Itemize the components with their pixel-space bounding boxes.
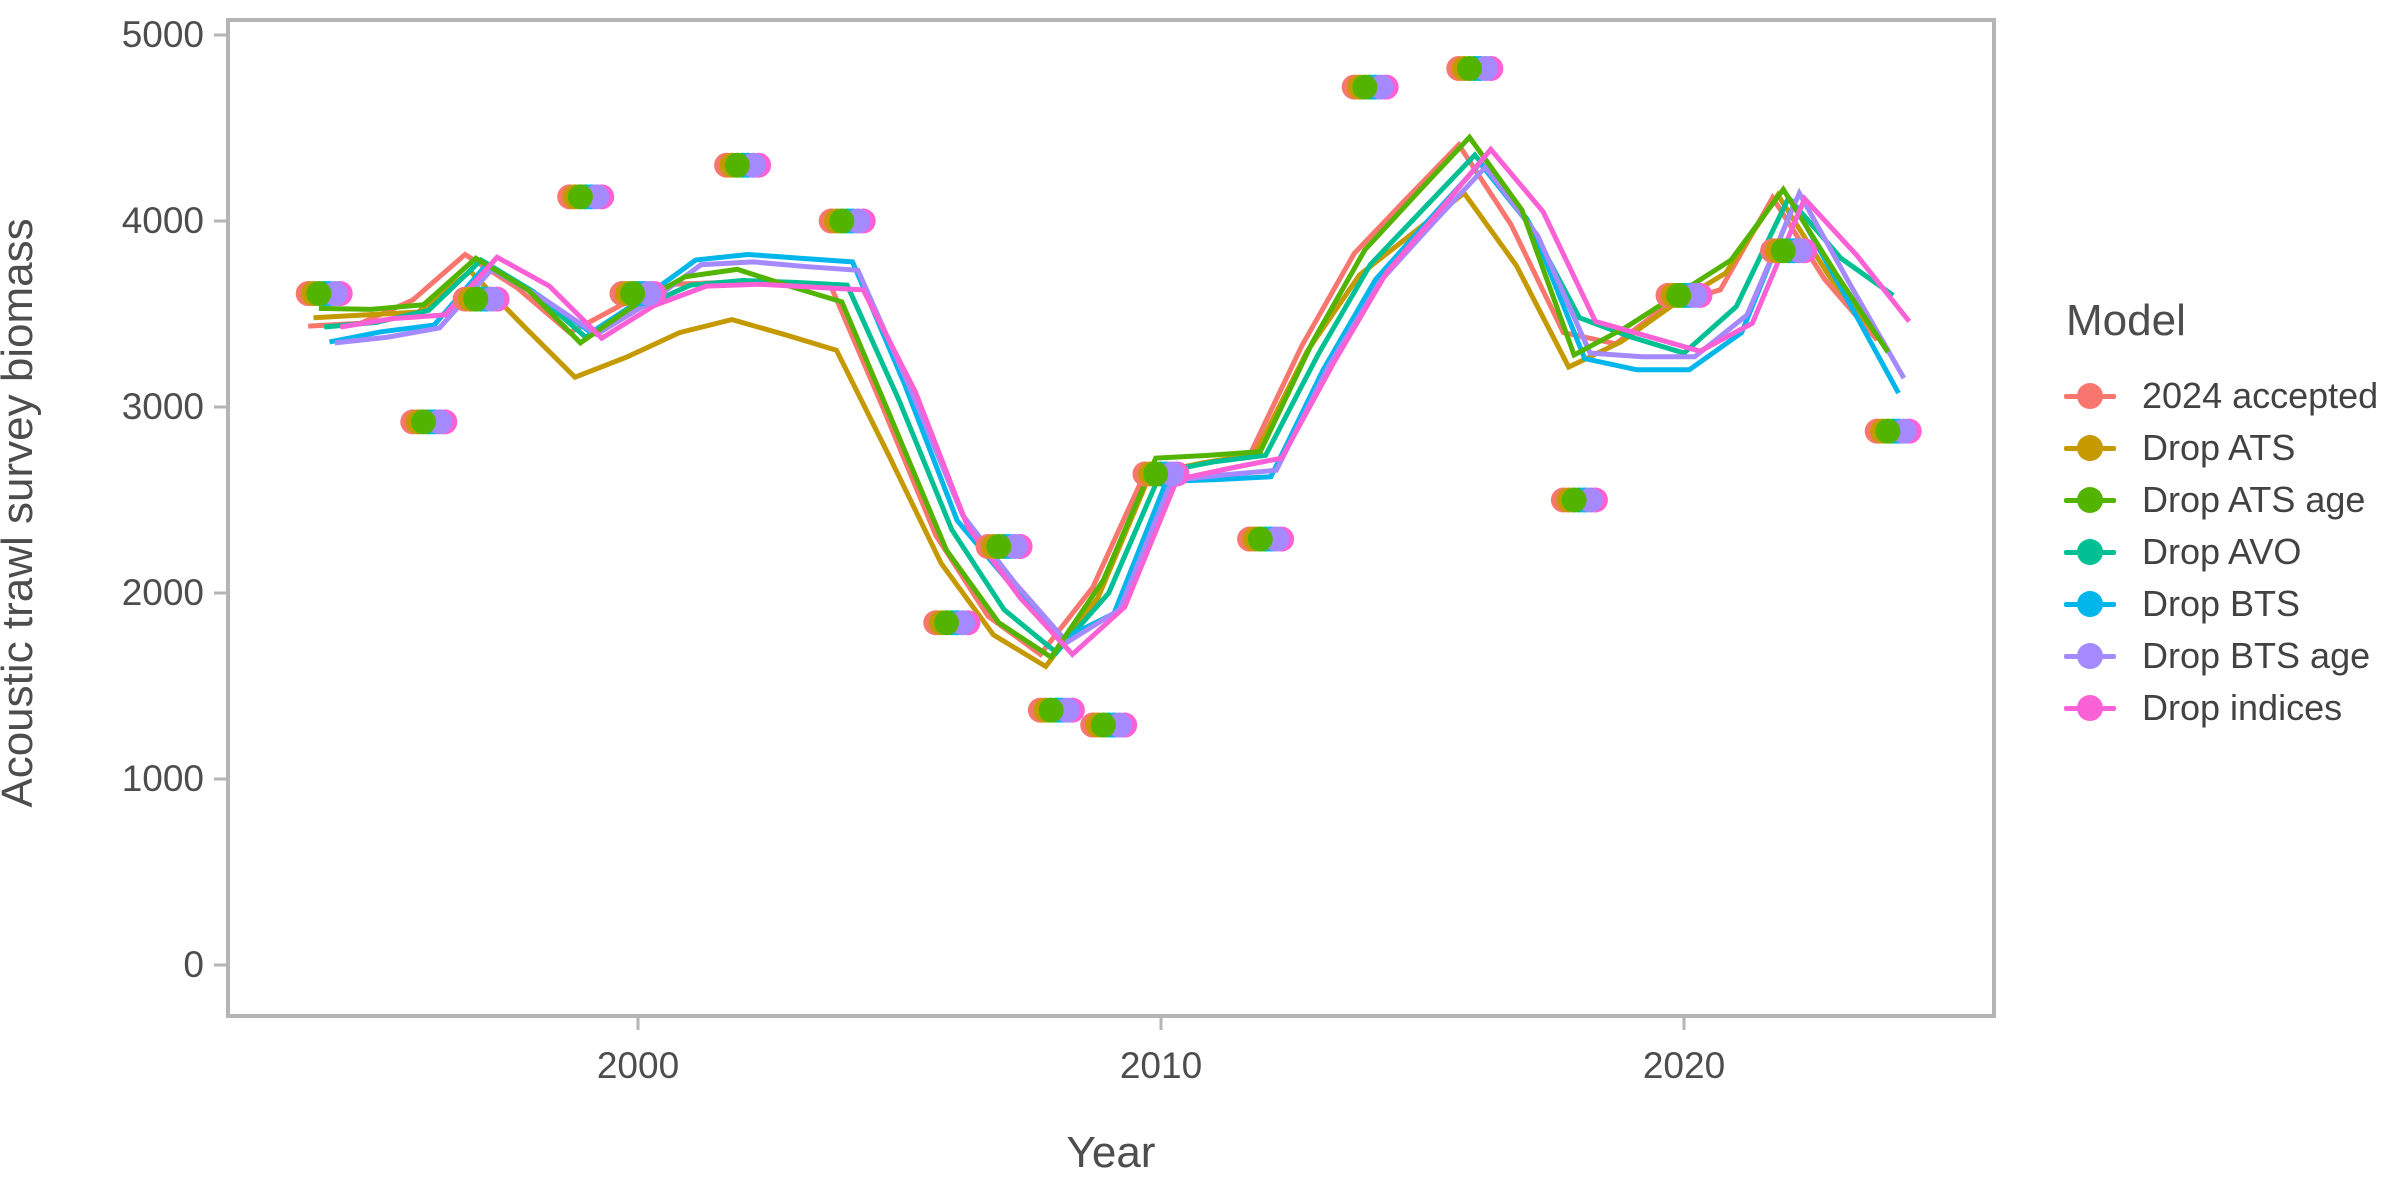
legend-item-label: Drop ATS age [2142,479,2366,520]
survey-point-2016-drop-ats-age [1457,55,1482,81]
survey-point-2007-drop-ats-age [986,534,1012,559]
series-line-drop-ats-age [318,133,1890,661]
series-line-2024-accepted [308,140,1880,658]
survey-point-1994-drop-ats-age [306,281,332,307]
legend-item-label: Drop BTS [2142,583,2301,624]
survey-point-1999-drop-ats-age [567,184,593,210]
legend-key-icon [2064,641,2116,671]
legend-item-drop-ats-age: Drop ATS age [2064,474,2378,526]
survey-point-2000-drop-ats-age [620,281,646,307]
legend-key-icon [2064,381,2116,411]
x-axis-tick-label: 2000 [597,1045,679,1086]
legend-item-label: Drop indices [2142,687,2343,728]
legend-item-drop-bts-age: Drop BTS age [2064,630,2378,682]
survey-point-1996-drop-ats-age [411,409,436,435]
survey-point-2018-drop-ats-age [1561,487,1587,513]
legend-item-label: Drop BTS age [2142,635,2371,676]
legend-key-icon [2064,433,2116,463]
legend-item-label: Drop ATS [2142,427,2296,468]
x-axis-tick-label: 2010 [1120,1045,1202,1086]
survey-point-2024-drop-ats-age [1875,418,1901,444]
legend-key-icon [2064,693,2116,723]
survey-point-2012-drop-ats-age [1247,526,1273,552]
legend-item-drop-bts: Drop BTS [2064,578,2378,630]
survey-point-2004-drop-ats-age [829,208,855,234]
x-axis-tick-label: 2020 [1643,1045,1725,1086]
series-line-drop-ats [313,189,1885,670]
survey-point-2009-drop-ats-age [1090,712,1116,738]
legend-item-label: Drop AVO [2142,531,2302,572]
y-axis-tick-label: 5000 [122,14,204,55]
legend: Model 2024 accepted Drop ATS Drop ATS ag… [2064,296,2378,734]
legend-item-drop-avo: Drop AVO [2064,526,2378,578]
y-axis-tick-label: 4000 [122,200,204,241]
survey-point-2020-drop-ats-age [1666,282,1692,308]
series-line-drop-bts [329,159,1901,643]
legend-item-drop-indices: Drop indices [2064,682,2378,734]
legend-item-drop-ats: Drop ATS [2064,422,2378,474]
survey-point-1997-drop-ats-age [463,286,489,312]
survey-point-2006-drop-ats-age [934,610,959,636]
plot-panel-border [226,18,1996,1018]
y-axis-tick-label: 0 [183,944,204,985]
legend-key-icon [2064,485,2116,515]
survey-point-2022-drop-ats-age [1770,238,1796,264]
legend-title: Model [2066,296,2186,345]
survey-point-2010-drop-ats-age [1143,461,1169,487]
y-axis-tick-label: 3000 [122,386,204,427]
series-line-drop-indices [339,145,1912,658]
y-axis-tick-label: 2000 [122,572,204,613]
x-axis-title: Year [1066,1128,1156,1177]
legend-key-icon [2064,537,2116,567]
survey-point-2008-drop-ats-age [1038,697,1064,723]
survey-point-2014-drop-ats-age [1352,74,1378,100]
legend-item-2024-accepted: 2024 accepted [2064,370,2378,422]
survey-point-2002-drop-ats-age [724,152,750,178]
y-axis-tick-label: 1000 [122,758,204,799]
legend-key-icon [2064,589,2116,619]
legend-item-label: 2024 accepted [2142,375,2379,416]
